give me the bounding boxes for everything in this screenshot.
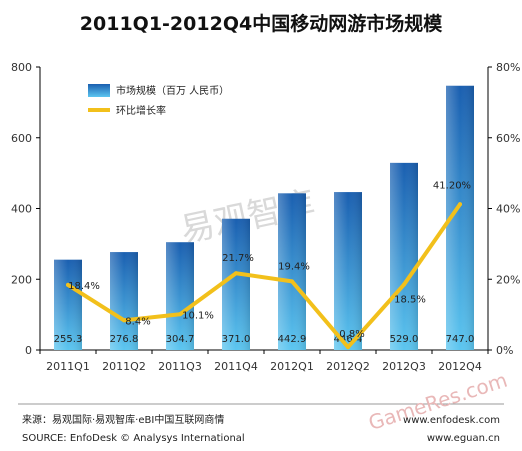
bar-value-label: 371.0 <box>222 334 251 345</box>
line-value-label: 18.5% <box>394 295 426 306</box>
line-point <box>402 282 406 287</box>
left-tick-label: 800 <box>11 61 32 74</box>
right-tick-label: 0% <box>496 344 513 357</box>
bar-highlight <box>110 252 138 350</box>
line-value-label: 21.7% <box>222 253 254 264</box>
line-point <box>458 202 462 207</box>
bar-value-label: 446.4 <box>334 334 363 345</box>
line-value-label: 0.8% <box>339 329 364 340</box>
line-value-label: 41.20% <box>433 180 471 191</box>
bar-value-label: 304.7 <box>166 334 195 345</box>
x-tick-label: 2012Q1 <box>270 360 314 373</box>
line-point <box>290 279 294 284</box>
left-tick-label: 200 <box>11 273 32 286</box>
line-point <box>346 345 350 350</box>
bar-value-label: 276.8 <box>110 334 139 345</box>
legend-bar-swatch <box>88 84 110 97</box>
right-tick-label: 60% <box>496 132 520 145</box>
x-tick-label: 2012Q2 <box>326 360 370 373</box>
x-tick-label: 2011Q3 <box>158 360 202 373</box>
footer-source-en: SOURCE: EnfoDesk © Analysys Internationa… <box>22 433 245 444</box>
line-point <box>178 312 182 317</box>
x-tick-label: 2011Q1 <box>46 360 90 373</box>
left-tick-labels: 0 200 400 600 800 <box>11 61 40 357</box>
right-tick-label: 40% <box>496 203 520 216</box>
legend-line-label: 环比增长率 <box>116 104 166 117</box>
bar-value-label: 529.0 <box>390 334 419 345</box>
footer-url-enfodesk: www.enfodesk.com <box>403 415 500 426</box>
bar-value-label: 747.0 <box>446 334 475 345</box>
chart-title: 2011Q1-2012Q4中国移动网游市场规模 <box>80 12 443 35</box>
bar-value-label: 442.9 <box>278 334 307 345</box>
bar-value-labels: 255.3 276.8 304.7 371.0 442.9 446.4 529.0 747.0 <box>54 334 475 345</box>
x-tick-labels: 2011Q1 2011Q2 2011Q3 2011Q4 2012Q1 2012Q2 2012… <box>39 350 489 373</box>
bar-highlight <box>334 192 362 350</box>
line-value-label: 10.1% <box>182 310 214 321</box>
right-tick-label: 20% <box>496 273 520 286</box>
right-tick-label: 80% <box>496 61 520 74</box>
line-value-label: 18.4% <box>68 281 100 292</box>
right-tick-labels: 0% 20% 40% 60% 80% <box>488 61 520 357</box>
footer-source-cn: 来源：易观国际·易观智库·eBI中国互联网商情 <box>22 413 224 426</box>
x-tick-label: 2012Q3 <box>382 360 426 373</box>
bar-highlight <box>54 259 82 350</box>
bar-series <box>54 85 474 350</box>
bar-highlight <box>278 193 306 350</box>
line-series <box>66 202 462 350</box>
x-tick-label: 2011Q4 <box>214 360 258 373</box>
line-point <box>234 271 238 276</box>
line-value-label: 8.4% <box>125 316 150 327</box>
x-tick-label: 2012Q4 <box>438 360 482 373</box>
bar-highlight <box>166 242 194 350</box>
left-tick-label: 0 <box>25 344 32 357</box>
bar-highlight <box>390 162 418 350</box>
left-tick-label: 600 <box>11 132 32 145</box>
line-value-labels: 18.4% 8.4% 10.1% 21.7% 19.4% 0.8% 18.5% 41.20% <box>68 180 471 340</box>
line-value-label: 19.4% <box>278 261 310 272</box>
legend: 市场规模（百万 人民币） 环比增长率 <box>88 84 229 117</box>
bar-value-label: 255.3 <box>54 334 83 345</box>
x-tick-label: 2011Q2 <box>102 360 146 373</box>
bar-highlight <box>222 218 250 350</box>
footer-url-eguan: www.eguan.cn <box>427 433 500 444</box>
legend-bar-label: 市场规模（百万 人民币） <box>116 84 229 97</box>
line-point <box>66 282 70 287</box>
growth-line <box>66 202 462 350</box>
left-tick-label: 400 <box>11 203 32 216</box>
line-point <box>122 318 126 323</box>
